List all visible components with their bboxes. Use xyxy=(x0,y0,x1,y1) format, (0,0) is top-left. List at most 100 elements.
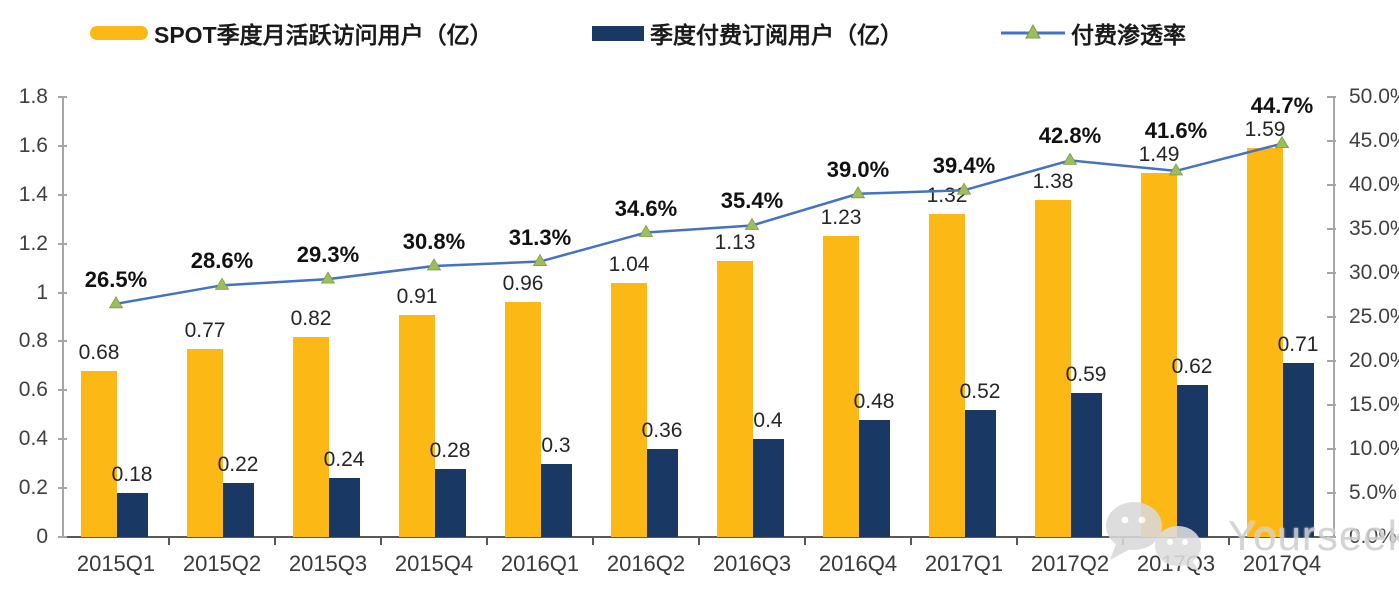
right-axis-tick xyxy=(1327,492,1336,494)
left-axis-tick-label: 0.2 xyxy=(18,476,48,500)
right-axis-tick xyxy=(1327,140,1336,142)
penetration-value-label: 35.4% xyxy=(720,188,784,214)
x-axis-category-label: 2016Q1 xyxy=(500,551,580,576)
right-axis-tick xyxy=(1327,404,1336,406)
penetration-legend-marker-icon xyxy=(1001,23,1065,39)
x-axis-category-label: 2015Q1 xyxy=(76,551,156,576)
mau-bar xyxy=(293,336,329,537)
right-axis-tick-label: 20.0% xyxy=(1349,349,1399,372)
right-axis-tick xyxy=(1327,448,1336,450)
x-axis-category-label: 2016Q2 xyxy=(606,551,686,576)
left-axis-tick xyxy=(58,389,67,392)
left-axis-tick-label: 1.6 xyxy=(18,133,48,157)
x-axis-tick xyxy=(274,538,276,545)
subscribers-bar xyxy=(859,419,890,537)
left-axis-tick-label: 1.2 xyxy=(18,231,48,255)
mau-bar xyxy=(717,260,753,537)
x-axis-category-label: 2017Q1 xyxy=(924,551,1004,576)
x-axis-tick xyxy=(486,538,488,545)
penetration-value-label: 30.8% xyxy=(402,228,466,254)
subscribers-bar xyxy=(1177,385,1208,537)
penetration-value-label: 44.7% xyxy=(1250,93,1314,119)
penetration-marker xyxy=(320,271,336,284)
x-axis-category-label: 2017Q2 xyxy=(1030,551,1110,576)
penetration-marker xyxy=(532,253,548,266)
mau-bar-value-label: 0.96 xyxy=(502,272,544,296)
x-axis-tick xyxy=(380,538,382,545)
mau-bar-value-label: 1.38 xyxy=(1032,169,1074,193)
penetration-marker xyxy=(1062,152,1078,165)
penetration-value-label: 31.3% xyxy=(508,224,572,250)
right-axis-tick-label: 10.0% xyxy=(1349,437,1399,460)
left-axis-tick xyxy=(58,291,67,294)
mau-legend-swatch xyxy=(90,26,148,40)
subscribers-bar xyxy=(1283,363,1314,537)
right-axis-tick-label: 35.0% xyxy=(1349,217,1399,240)
subscribers-bar xyxy=(329,478,360,537)
x-axis-category-label: 2015Q2 xyxy=(182,551,262,576)
subscribers-bar-value-label: 0.22 xyxy=(217,453,259,477)
left-axis-tick-label: 1.8 xyxy=(18,85,48,108)
legend-item-penetration: 付费渗透率 xyxy=(1001,16,1186,50)
left-axis-tick xyxy=(58,438,67,441)
subscribers-bar-value-label: 0.62 xyxy=(1171,355,1213,379)
penetration-marker xyxy=(426,258,442,271)
penetration-marker xyxy=(638,224,654,237)
left-axis-tick-label: 0.6 xyxy=(18,378,48,402)
right-axis-tick xyxy=(1327,536,1336,538)
right-axis-tick xyxy=(1327,360,1336,362)
bottom-axis-line xyxy=(62,536,1335,538)
mau-bar-value-label: 0.68 xyxy=(78,340,120,364)
mau-bar-value-label: 1.13 xyxy=(714,230,756,254)
left-axis-tick xyxy=(58,144,67,147)
mau-bar xyxy=(505,302,541,537)
left-axis-tick-label: 0.8 xyxy=(18,329,48,353)
wechat-icon xyxy=(1106,502,1201,572)
subscribers-bar xyxy=(753,439,784,537)
penetration-marker xyxy=(744,217,760,230)
penetration-value-label: 42.8% xyxy=(1038,123,1102,149)
mau-legend-label: SPOT季度月活跃访问用户（亿） xyxy=(154,22,493,48)
right-axis-tick-label: 50.0% xyxy=(1349,85,1399,108)
penetration-value-label: 41.6% xyxy=(1144,117,1208,143)
left-axis-tick-label: 0 xyxy=(36,525,48,548)
right-axis-tick xyxy=(1327,228,1336,230)
mau-bar xyxy=(187,348,223,537)
x-axis-tick xyxy=(168,538,170,545)
penetration-value-label: 34.6% xyxy=(614,195,678,221)
subscribers-bar xyxy=(965,409,996,537)
right-axis-tick xyxy=(1327,96,1336,98)
watermark: Yourseeker xyxy=(1100,498,1399,574)
left-axis-tick xyxy=(58,96,67,98)
mau-bar-value-label: 1.23 xyxy=(820,206,862,230)
penetration-value-label: 29.3% xyxy=(296,242,360,268)
x-axis-category-label: 2017Q4 xyxy=(1242,551,1322,576)
mau-bar-value-label: 1.49 xyxy=(1138,142,1180,166)
subscribers-bar xyxy=(541,463,572,537)
left-axis-tick xyxy=(58,193,67,196)
mau-bar xyxy=(823,236,859,537)
left-axis-tick xyxy=(58,536,67,538)
legend-item-mau: SPOT季度月活跃访问用户（亿） xyxy=(90,16,493,50)
x-axis-category-label: 2016Q3 xyxy=(712,551,792,576)
x-axis-category-label: 2015Q3 xyxy=(288,551,368,576)
left-axis-line xyxy=(62,97,64,538)
right-axis-tick xyxy=(1327,184,1336,186)
mau-bar xyxy=(81,370,117,537)
penetration-marker xyxy=(108,296,124,309)
subscribers-legend-label: 季度付费订阅用户（亿） xyxy=(650,22,903,48)
penetration-value-label: 39.0% xyxy=(826,156,890,182)
left-axis-tick-label: 1.4 xyxy=(18,182,48,206)
right-axis-tick xyxy=(1327,316,1336,318)
x-axis-tick xyxy=(804,538,806,545)
subscribers-bar-value-label: 0.52 xyxy=(959,379,1001,403)
x-axis-tick xyxy=(1016,538,1018,545)
x-axis-tick xyxy=(592,538,594,545)
mau-bar-value-label: 0.77 xyxy=(184,318,226,342)
right-axis-tick-label: 25.0% xyxy=(1349,305,1399,328)
subscribers-bar-value-label: 0.48 xyxy=(853,389,895,413)
left-axis-tick xyxy=(58,340,67,343)
subscribers-bar-value-label: 0.3 xyxy=(541,433,571,457)
mau-bar xyxy=(929,214,965,537)
